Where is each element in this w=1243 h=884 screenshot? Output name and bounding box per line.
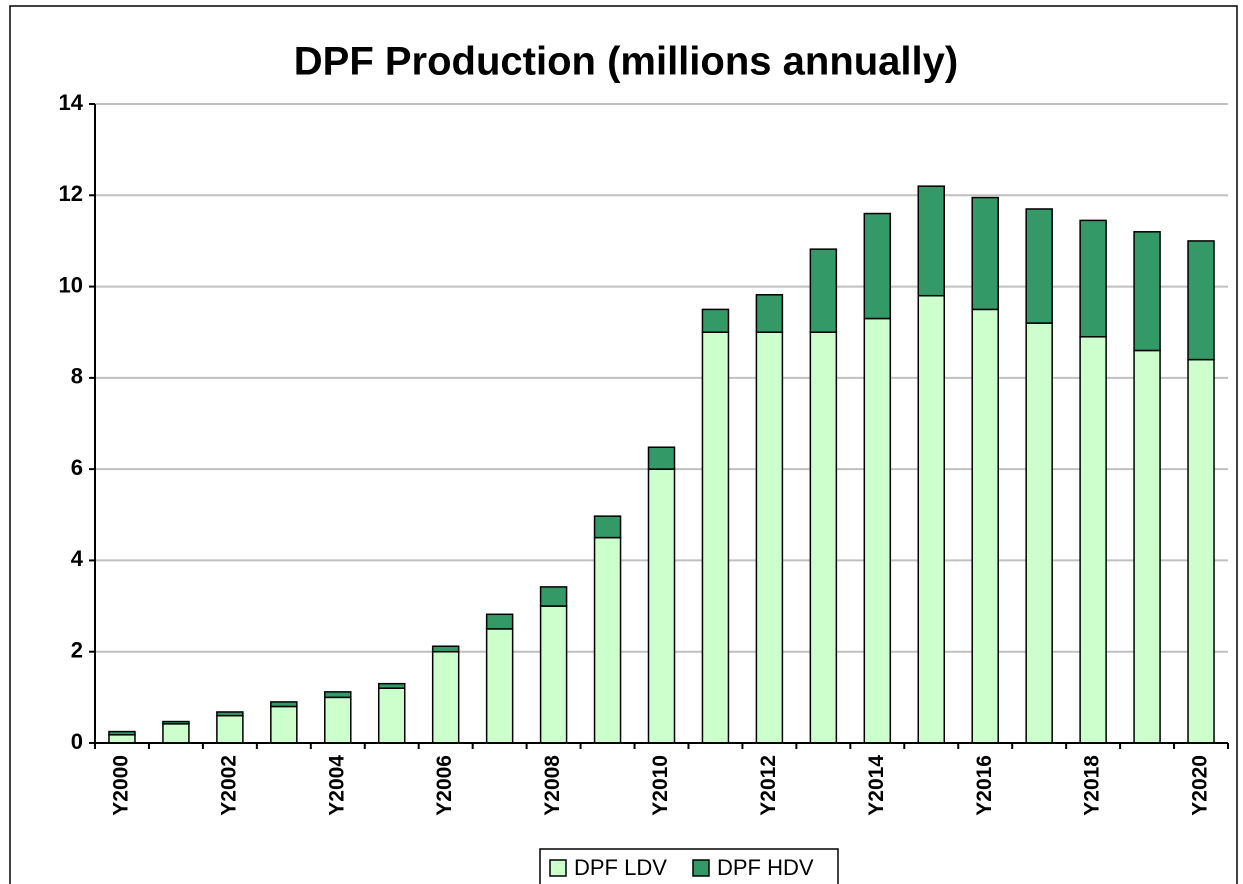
bar [593, 536, 622, 744]
y-tick-label: 4 [71, 546, 84, 571]
bar [1025, 322, 1053, 744]
bar [108, 730, 136, 736]
bar [917, 185, 946, 297]
x-tick-label: Y2016 [973, 755, 996, 816]
bar [431, 645, 460, 653]
y-tick-label: 0 [71, 729, 83, 754]
bar [539, 586, 568, 607]
y-tick-label: 8 [71, 364, 83, 389]
bar [1133, 349, 1161, 744]
bar [755, 331, 784, 744]
bar [431, 650, 460, 744]
y-tick-label: 6 [71, 455, 83, 480]
y-tick-label: 14 [59, 90, 84, 115]
bar [809, 248, 838, 333]
x-tick-label: Y2012 [757, 755, 780, 816]
bar [162, 723, 190, 744]
bar [701, 308, 730, 333]
bar [971, 308, 999, 744]
legend-box [539, 848, 839, 884]
bar [485, 628, 514, 744]
bar [1079, 336, 1107, 744]
x-tick-label: Y2018 [1081, 755, 1104, 816]
bar [108, 734, 136, 744]
bar [216, 711, 244, 717]
bar [377, 682, 406, 689]
bar [755, 294, 784, 333]
bar [1187, 240, 1215, 361]
bar [324, 696, 352, 744]
x-tick-label: Y2014 [865, 755, 888, 816]
chart-title: DPF Production (millions annually) [294, 40, 958, 84]
bar [377, 687, 406, 744]
x-tick-label: Y2000 [110, 755, 133, 816]
bar [647, 446, 676, 470]
x-tick-label: Y2006 [433, 755, 456, 816]
x-tick-label: Y2020 [1189, 755, 1212, 816]
bar [917, 294, 946, 744]
bar [971, 196, 999, 311]
bar [485, 613, 514, 630]
y-tick-label: 12 [59, 181, 83, 206]
legend-swatch [549, 859, 567, 877]
bar [1187, 358, 1215, 744]
bar [270, 705, 298, 744]
bar [593, 515, 622, 539]
bar [1025, 208, 1053, 324]
x-tick-label: Y2008 [541, 755, 564, 816]
bar [539, 605, 568, 744]
y-tick-label: 10 [59, 272, 83, 297]
bar [863, 212, 892, 320]
chart-border [9, 5, 1238, 884]
bar [270, 701, 298, 708]
bar [647, 468, 676, 744]
bar [1079, 219, 1107, 338]
x-tick-label: Y2002 [217, 755, 240, 816]
y-tick-label: 2 [71, 638, 83, 663]
bar [162, 720, 190, 725]
bar [324, 691, 352, 699]
bar [1133, 231, 1161, 352]
legend-label: DPF HDV [717, 855, 814, 880]
bar [863, 317, 892, 744]
x-tick-label: Y2004 [325, 755, 348, 816]
bar [809, 331, 838, 744]
legend-label: DPF LDV [574, 855, 667, 880]
bar [701, 331, 730, 744]
legend-swatch [692, 859, 710, 877]
bar [216, 714, 244, 744]
x-tick-label: Y2010 [649, 755, 672, 816]
